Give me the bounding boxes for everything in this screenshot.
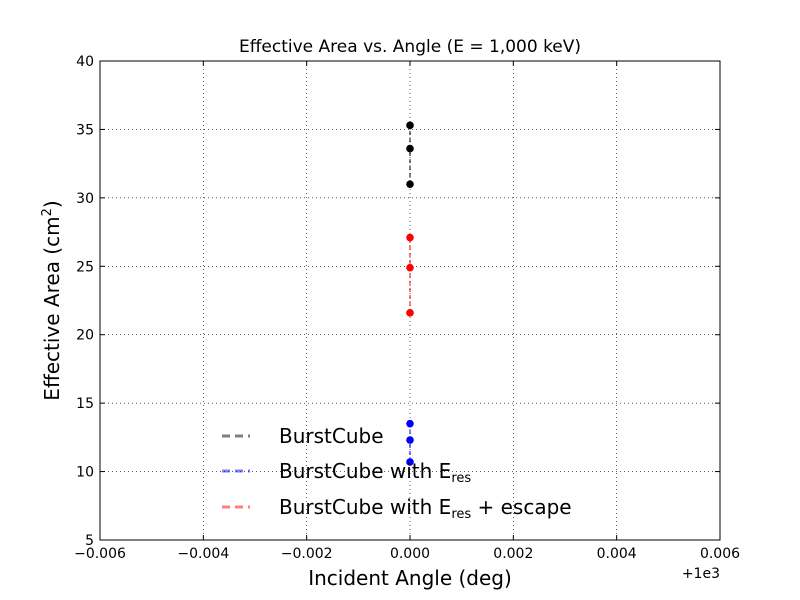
legend-label-suffix: + escape [471,495,571,519]
data-point [406,180,414,188]
data-point [406,121,414,130]
y-tick-label: 20 [76,328,94,344]
ticks: −0.006 −0.004 −0.002 0.000 0.002 0.004 0.006 5 1… [74,54,740,562]
x-axis-offset-label: +1e3 [682,566,720,582]
x-tick-label: 0.002 [493,546,533,562]
legend-label: BurstCube [279,424,384,448]
y-tick-label: 10 [76,465,94,481]
x-tick-label: 0.000 [390,546,430,562]
data-point [406,144,414,153]
legend-label-main: BurstCube with E [279,459,451,483]
data-point [406,263,414,272]
data-point [406,309,414,317]
data-point [406,436,414,444]
x-tick-label: −0.002 [281,546,333,562]
x-tick-label: −0.006 [74,546,126,562]
y-axis-label-close: ) [40,200,64,208]
x-tick-label: 0.004 [597,546,637,562]
legend-label-subscript: res [451,507,471,522]
data-point [406,419,414,428]
x-tick-label: 0.006 [700,546,740,562]
legend-label-main: BurstCube [279,424,384,448]
data-point [406,458,414,466]
y-tick-label: 25 [76,259,94,275]
y-tick-label: 40 [76,54,94,70]
y-tick-label: 30 [76,191,94,207]
y-tick-label: 5 [85,533,94,549]
legend-label: BurstCube with Eres + escape [279,495,572,522]
legend-label-main: BurstCube with E [279,495,451,519]
y-axis-label: Effective Area (cm2) [40,200,64,400]
y-tick-label: 15 [76,396,94,412]
y-axis-label-main: Effective Area (cm [40,216,64,400]
x-axis-label: Incident Angle (deg) [308,566,512,590]
y-tick-label: 35 [76,122,94,138]
data-point [406,233,414,242]
legend-label-subscript: res [451,471,471,486]
chart-title: Effective Area vs. Angle (E = 1,000 keV) [239,37,581,57]
data-layer [406,121,414,466]
legend-label: BurstCube with Eres [279,459,471,486]
x-tick-label: −0.004 [177,546,229,562]
y-axis-label-superscript: 2 [40,208,55,216]
